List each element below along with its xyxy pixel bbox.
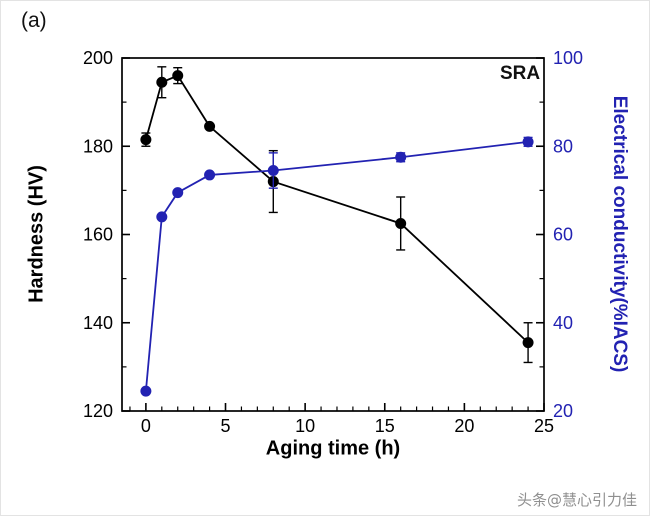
- svg-text:120: 120: [83, 401, 113, 421]
- svg-text:40: 40: [553, 313, 573, 333]
- y-axis-title-right: Electrical conductivity(%IACS): [609, 95, 630, 373]
- watermark-text: 头条@慧心引力佳: [516, 491, 637, 509]
- svg-text:180: 180: [83, 136, 113, 156]
- svg-text:5: 5: [221, 416, 231, 436]
- svg-text:10: 10: [295, 416, 315, 436]
- svg-text:160: 160: [83, 225, 113, 245]
- panel-label: (a): [21, 9, 47, 32]
- svg-text:25: 25: [534, 416, 554, 436]
- svg-text:80: 80: [553, 136, 573, 156]
- svg-text:140: 140: [83, 313, 113, 333]
- svg-text:60: 60: [553, 225, 573, 245]
- svg-text:100: 100: [553, 48, 583, 68]
- x-axis-title: Aging time (h): [265, 437, 401, 460]
- series-annotation: SRA: [499, 63, 541, 84]
- svg-text:20: 20: [553, 401, 573, 421]
- svg-text:200: 200: [83, 48, 113, 68]
- y-axis-title-left: Hardness (HV): [25, 165, 48, 303]
- svg-text:0: 0: [141, 416, 151, 436]
- svg-text:15: 15: [375, 416, 395, 436]
- svg-text:20: 20: [454, 416, 474, 436]
